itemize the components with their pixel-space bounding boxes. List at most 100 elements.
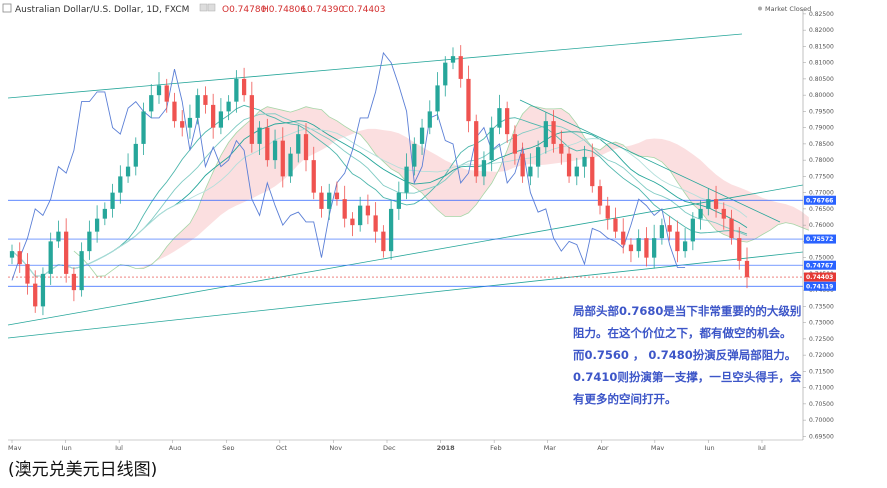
y-tick-label: 0.76500 <box>809 206 834 213</box>
x-tick-label: Mar <box>544 444 557 450</box>
horizontal-levels <box>8 199 803 287</box>
candle-body <box>636 238 641 252</box>
candle-body <box>543 121 548 148</box>
candle-body <box>512 134 518 154</box>
x-tick-label: Aug <box>169 444 182 450</box>
candle-body <box>102 208 107 219</box>
y-tick-label: 0.71500 <box>809 368 834 375</box>
price-label-box <box>804 281 836 291</box>
market-status: Market Closed <box>765 5 811 13</box>
candle-body <box>319 192 324 209</box>
candle-body <box>505 108 510 135</box>
symbol-icon <box>2 3 12 13</box>
x-tick-label: Nov <box>329 444 342 450</box>
price-label-box <box>804 272 836 282</box>
y-tick-label: 0.70000 <box>809 417 834 424</box>
candle-body <box>713 199 719 209</box>
x-tick-label: 2018 <box>437 444 456 450</box>
candle-body <box>458 56 463 79</box>
candle-body <box>303 134 309 161</box>
price-labels: 0.76766 0.75572 0.74767 0.74403 0.74119 <box>804 195 836 291</box>
y-tick-label: 0.81500 <box>809 43 834 50</box>
candle-body <box>528 166 533 177</box>
price-label-box <box>804 234 836 244</box>
annotation-line-5: 有更多的空间打开。 <box>573 392 677 406</box>
candle-body <box>520 153 525 177</box>
candle-body <box>721 208 726 219</box>
y-tick-label: 0.72000 <box>809 352 834 359</box>
candle-body <box>412 143 417 167</box>
candle-body <box>79 251 84 291</box>
y-tick-label: 0.73500 <box>809 303 834 310</box>
price-label-box <box>804 260 836 270</box>
x-tick-label: Feb <box>490 444 502 450</box>
price-label: 0.76766 <box>806 197 833 204</box>
chart-title: Australian Dollar/U.S. Dollar, 1D, FXCM <box>15 5 189 15</box>
x-tick-label: Sep <box>222 444 234 450</box>
x-tick-label: Jul <box>757 444 766 450</box>
candle-body <box>203 95 208 105</box>
candle-body <box>241 78 247 96</box>
price-label-box <box>804 195 836 205</box>
candle-body <box>466 78 471 122</box>
candle-body <box>334 192 340 200</box>
candle-body <box>373 215 378 232</box>
candle-body <box>427 111 432 128</box>
candle-body <box>628 244 634 252</box>
ohlc-high: H0.74806 <box>262 5 306 15</box>
candle-body <box>118 176 123 193</box>
candle-body <box>56 231 61 242</box>
candle-body <box>396 192 401 209</box>
candle-body <box>25 264 30 284</box>
candle-body <box>9 251 15 258</box>
candle-body <box>613 218 618 232</box>
y-tick-label: 0.82500 <box>809 11 834 18</box>
candle-body <box>381 231 386 252</box>
y-tick-label: 0.77500 <box>809 173 834 180</box>
y-tick-label: 0.71000 <box>809 385 834 392</box>
candle-body <box>226 101 231 112</box>
candle-body <box>729 218 734 239</box>
price-chart: 0.82500 0.82000 0.81500 0.81000 0.80500 0.800… <box>2 3 836 450</box>
candle-body <box>404 166 409 193</box>
candle-body <box>667 225 672 232</box>
y-tick-label: 0.82000 <box>809 27 834 34</box>
candle-body <box>195 95 200 118</box>
candle-body <box>172 101 177 122</box>
candle-body <box>64 231 69 274</box>
candle-body <box>551 121 556 144</box>
candle-body <box>265 127 270 161</box>
candle-body <box>218 111 224 128</box>
lagging-line-path <box>11 51 686 281</box>
candle-body <box>659 225 665 239</box>
settings-icon[interactable] <box>207 3 216 12</box>
candle-body <box>474 121 479 177</box>
candle-body <box>737 238 742 261</box>
eye-icon[interactable] <box>199 3 208 12</box>
y-tick-label: 0.69500 <box>809 433 834 440</box>
candle-body <box>644 238 649 258</box>
price-label: 0.74403 <box>806 274 833 281</box>
trend-line-lower <box>7 251 804 339</box>
y-tick-label: 0.76000 <box>809 222 834 229</box>
y-tick-label: 0.75000 <box>809 255 834 262</box>
candle-body <box>481 160 487 177</box>
candle-body <box>342 199 347 219</box>
lagging-line <box>11 51 686 281</box>
trend-lines <box>7 33 804 339</box>
annotation-line-3: 而0.7560 ， 0.7480扮演反弹局部阻力。 <box>573 348 796 362</box>
market-status-dot-icon <box>758 6 762 11</box>
moving-average-line <box>11 128 748 277</box>
candle-body <box>71 273 77 291</box>
candle-body <box>559 143 564 154</box>
y-tick-label: 0.72500 <box>809 336 834 343</box>
ichimoku-cloud <box>73 105 810 277</box>
candle-body <box>272 140 278 161</box>
chart-caption: (澳元兑美元日线图) <box>8 460 158 480</box>
y-tick-label: 0.79500 <box>809 108 834 115</box>
annotation: 局部头部0.7680是当下非常重要的的大级别 阻力。在这个价位之下，都有做空的机… <box>572 304 802 406</box>
candle-body <box>443 62 448 86</box>
price-label: 0.74119 <box>806 283 833 290</box>
ohlc-low: L0.74390 <box>302 5 345 15</box>
price-label: 0.75572 <box>806 236 833 243</box>
